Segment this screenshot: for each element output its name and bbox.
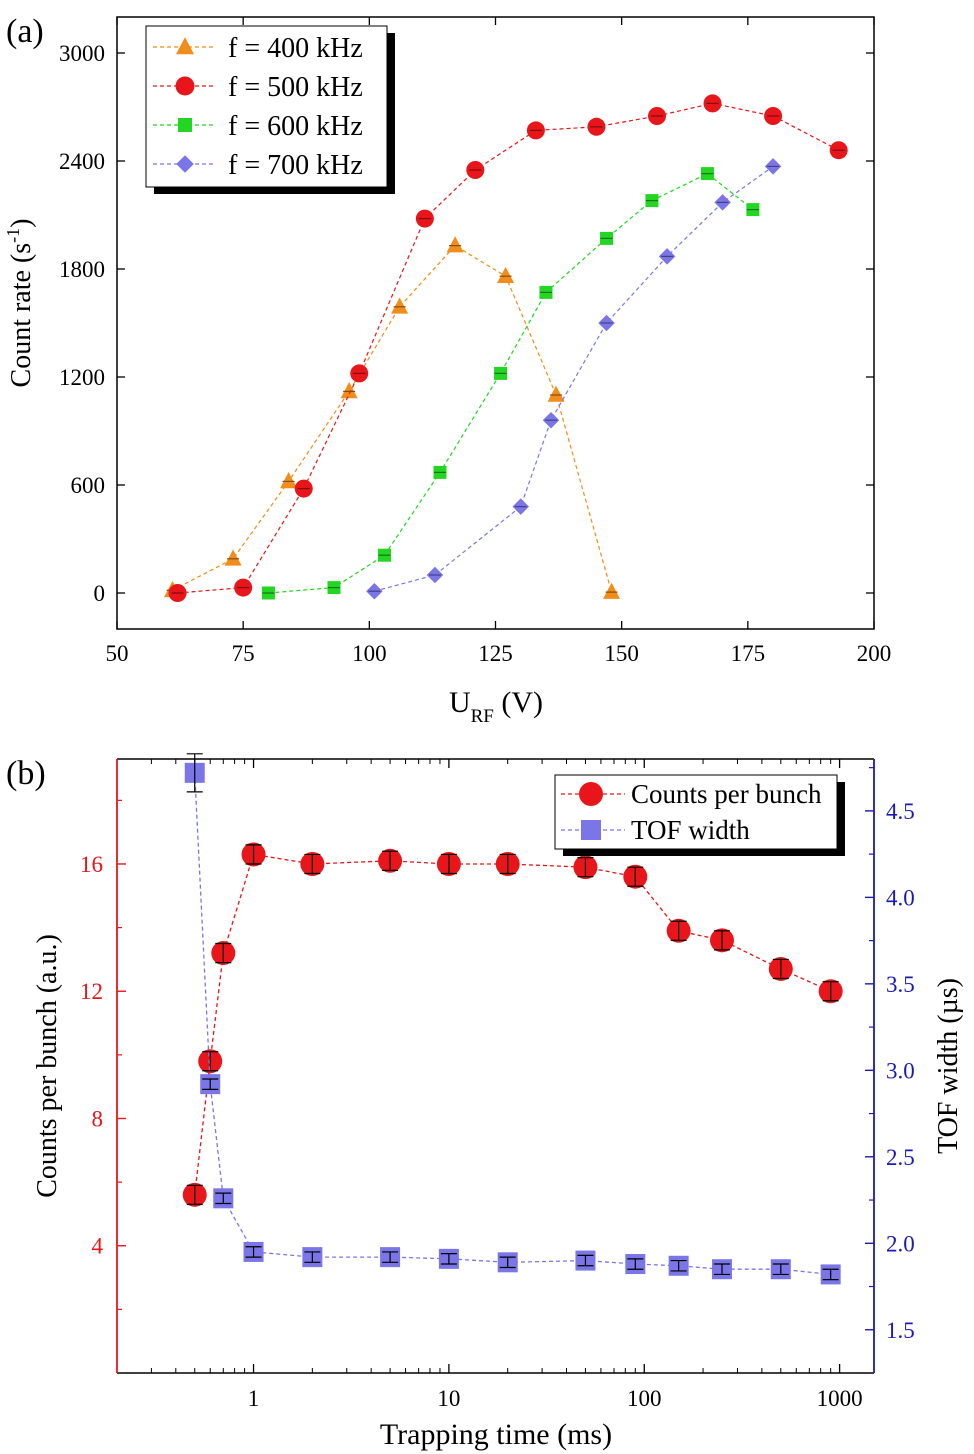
left-y-tick-label: 12 [80, 979, 103, 1004]
panel-a-x-axis-label: URF (V) [449, 686, 543, 727]
panel-a-ticks: 50 75 100 125 150 175 200 0 600 1200 1800 2400 3000 [59, 17, 891, 666]
panel-b: (b) 1 10 100 1000 4 8 12 16 1.5 2.0 2.5 3.0 3.5 4.0 4.… [6, 753, 964, 1451]
legend-marker [581, 820, 601, 840]
panel-b-legend-entries: Counts per bunch TOF width [561, 779, 822, 845]
panel-a-series [164, 94, 848, 602]
x-tick-label: 175 [731, 641, 766, 666]
series-line-1 [177, 102, 839, 594]
data-point [446, 236, 464, 253]
x-tick-label: 125 [478, 641, 513, 666]
right-y-tick-label: 3.5 [886, 972, 915, 997]
right-y-tick-label: 2.0 [886, 1231, 915, 1256]
legend-marker [178, 118, 192, 132]
panel-b-legend-box [554, 774, 838, 850]
y-tick-label: 600 [71, 473, 106, 498]
data-point [280, 472, 298, 489]
legend-label: TOF width [631, 815, 750, 845]
x-tick-label: 1 [248, 1386, 260, 1411]
x-tick-label: 100 [627, 1386, 662, 1411]
panel-b-right-y-axis-label: TOF width (µs) [933, 978, 964, 1154]
data-point [547, 385, 565, 402]
x-tick-label: 150 [604, 641, 639, 666]
panel-a-y-axis-label: Count rate (s-1) [3, 219, 37, 388]
legend-label: f = 700 kHz [228, 150, 363, 181]
panel-b-label: (b) [6, 755, 46, 792]
left-y-tick-label: 8 [92, 1106, 104, 1131]
panel-a-legend-entries: f = 400 kHz f = 500 kHz f = 600 kHz f = 700… [153, 33, 363, 181]
y-tick-label: 3000 [59, 41, 105, 66]
series-line-0 [172, 244, 613, 593]
x-tick-label: 75 [232, 641, 255, 666]
y-tick-label: 1800 [59, 257, 105, 282]
x-tick-label: 200 [857, 641, 892, 666]
panel-b-ticks: 1 10 100 1000 4 8 12 16 1.5 2.0 2.5 3.0 3.5 4.0 4.5 [80, 759, 915, 1411]
legend-label: f = 400 kHz [228, 33, 363, 64]
series-line-3 [374, 165, 774, 592]
x-tick-label: 50 [106, 641, 129, 666]
right-y-tick-label: 4.0 [886, 885, 915, 910]
x-tick-label: 100 [352, 641, 387, 666]
series-line-2 [268, 172, 754, 594]
panel-a-label: (a) [6, 13, 44, 50]
panel-a: (a) 50 75 100 125 150 175 200 0 600 1200 1800 2400 3… [3, 13, 891, 727]
series-line-0 [194, 853, 831, 1195]
data-point [497, 266, 515, 283]
panel-a-legend: f = 400 kHz f = 500 kHz f = 600 kHz f = 700… [145, 25, 395, 194]
y-tick-label: 1200 [59, 365, 105, 390]
panel-b-left-y-axis-label: Counts per bunch (a.u.) [32, 934, 63, 1198]
right-y-tick-label: 4.5 [886, 799, 915, 824]
legend-marker [176, 37, 194, 55]
panel-b-series [182, 753, 843, 1285]
data-point [224, 549, 242, 566]
legend-marker [175, 76, 195, 96]
right-y-tick-label: 1.5 [886, 1318, 915, 1343]
legend-label: Counts per bunch [631, 779, 822, 809]
right-y-tick-label: 2.5 [886, 1145, 915, 1170]
y-tick-label: 2400 [59, 149, 105, 174]
legend-label: f = 600 kHz [228, 111, 363, 142]
data-point [340, 382, 358, 399]
data-point [391, 297, 409, 314]
panel-b-legend: Counts per bunch TOF width [554, 774, 845, 856]
legend-marker [579, 782, 603, 806]
left-y-tick-label: 4 [92, 1234, 104, 1259]
y-tick-label: 0 [94, 581, 106, 606]
data-point [603, 582, 621, 599]
panel-b-x-axis-label: Trapping time (ms) [380, 1418, 612, 1451]
right-y-tick-label: 3.0 [886, 1058, 915, 1083]
legend-label: f = 500 kHz [228, 72, 363, 103]
left-y-tick-label: 16 [80, 852, 103, 877]
legend-marker [176, 155, 194, 173]
x-tick-label: 10 [437, 1386, 460, 1411]
x-tick-label: 1000 [817, 1386, 863, 1411]
